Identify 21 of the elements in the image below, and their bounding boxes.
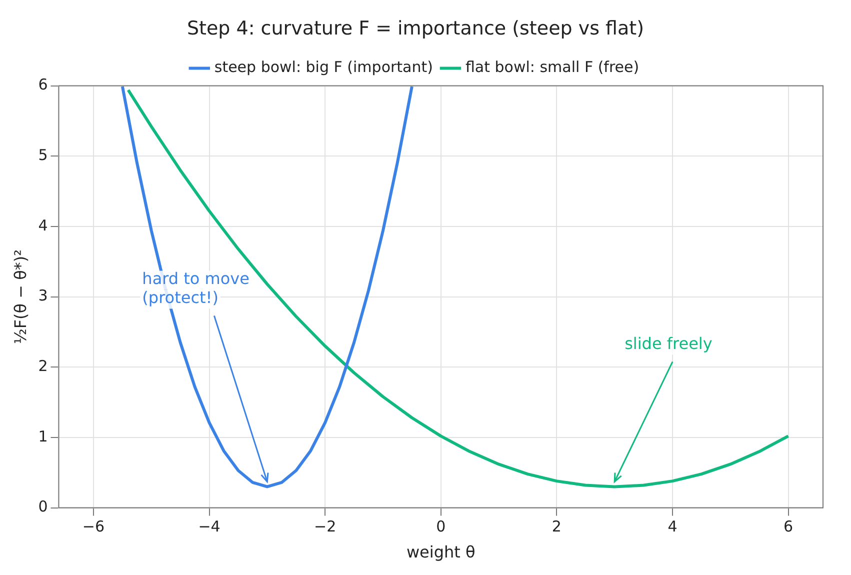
y-tick-label: 1 — [38, 427, 48, 446]
annotation: slide freely — [624, 334, 712, 353]
x-tick-label: −6 — [82, 518, 105, 536]
x-tick-label: 4 — [668, 518, 678, 536]
y-tick-label: 2 — [38, 357, 48, 376]
chart-title: Step 4: curvature F = importance (steep vs flat) — [186, 17, 644, 40]
x-tick-label: −2 — [314, 518, 336, 536]
x-tick-label: −4 — [198, 518, 220, 536]
x-tick-label: 2 — [552, 518, 562, 536]
y-axis-title: ½F(θ − θ*)² — [10, 249, 30, 344]
legend-label: flat bowl: small F (free) — [465, 58, 640, 76]
x-tick-label: 0 — [436, 518, 446, 536]
y-tick-label: 6 — [38, 76, 48, 94]
y-tick-label: 0 — [38, 498, 48, 516]
y-tick-label: 5 — [38, 146, 48, 164]
y-tick-label: 4 — [38, 216, 48, 234]
y-tick-label: 3 — [38, 286, 48, 305]
legend-label: steep bowl: big F (important) — [214, 58, 433, 76]
x-tick-label: 6 — [783, 518, 794, 536]
x-axis-title: weight θ — [406, 542, 476, 562]
annotation: hard to move (protect!) — [142, 268, 250, 307]
